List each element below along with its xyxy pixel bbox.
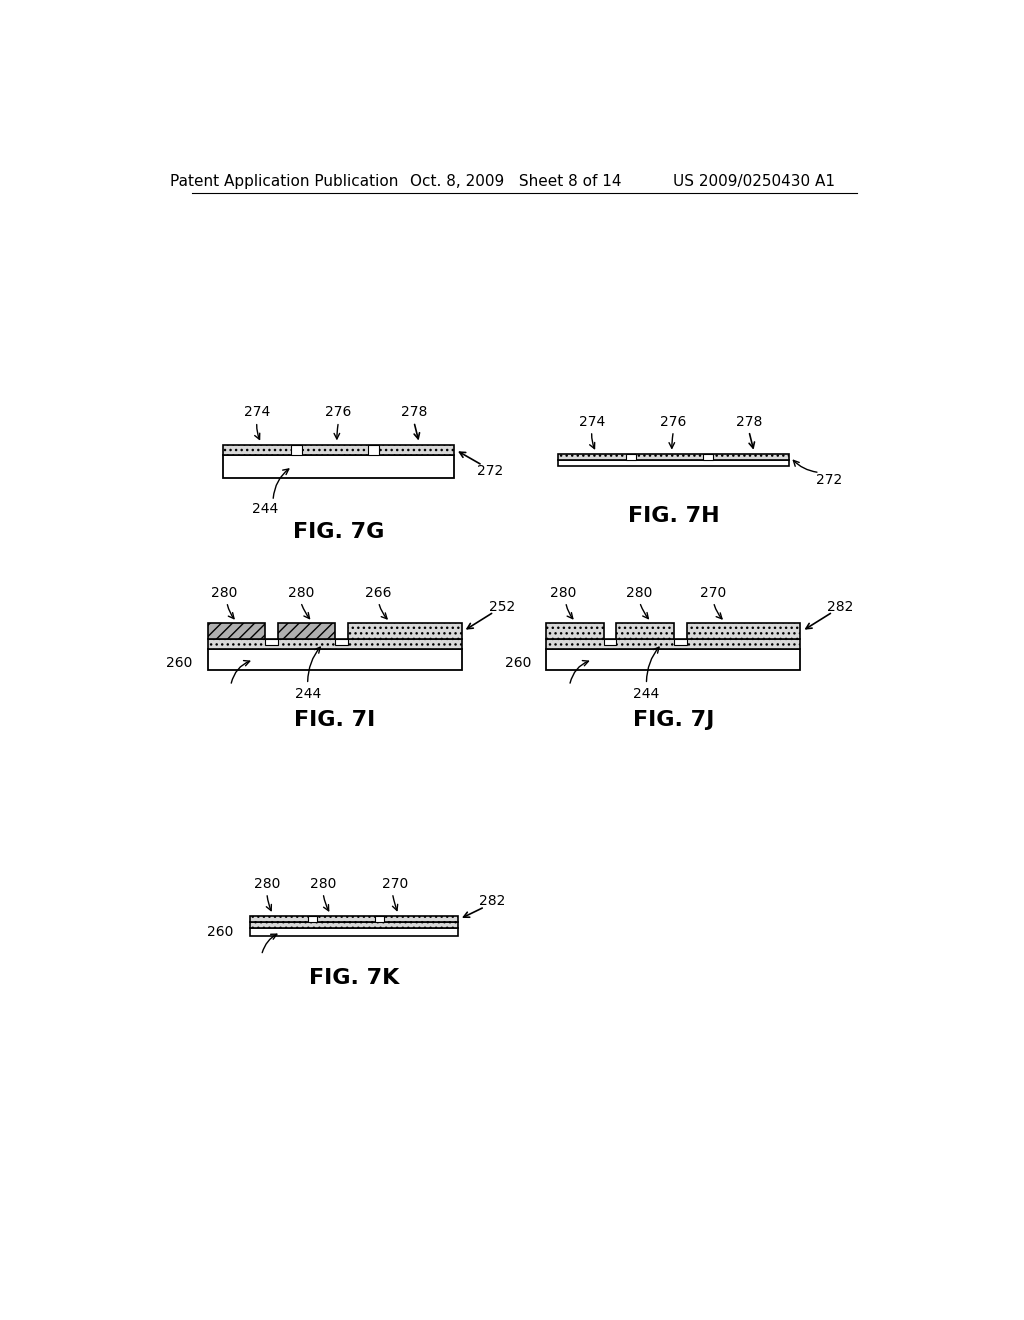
- Text: 270: 270: [700, 586, 727, 599]
- Bar: [278, 623, 336, 639]
- Bar: [375, 916, 384, 923]
- Bar: [265, 639, 278, 645]
- Text: 266: 266: [366, 586, 392, 599]
- Bar: [547, 623, 604, 639]
- Bar: [604, 639, 616, 645]
- Text: 280: 280: [550, 586, 577, 599]
- Bar: [208, 639, 462, 649]
- Bar: [368, 445, 379, 455]
- Text: 278: 278: [400, 405, 427, 420]
- Bar: [547, 639, 801, 649]
- Bar: [626, 454, 637, 461]
- Text: 260: 260: [166, 656, 193, 669]
- Text: 280: 280: [627, 586, 652, 599]
- Text: 260: 260: [207, 925, 233, 940]
- Bar: [208, 649, 462, 671]
- Text: 282: 282: [479, 894, 506, 908]
- Text: FIG. 7H: FIG. 7H: [628, 507, 719, 527]
- Text: Patent Application Publication: Patent Application Publication: [170, 174, 398, 189]
- Text: 272: 272: [816, 474, 842, 487]
- Text: FIG. 7K: FIG. 7K: [308, 969, 399, 989]
- Bar: [348, 623, 462, 639]
- Bar: [336, 639, 348, 645]
- Bar: [558, 461, 788, 466]
- Bar: [208, 623, 265, 639]
- Text: 244: 244: [633, 686, 659, 701]
- Bar: [547, 649, 801, 671]
- Text: 280: 280: [211, 586, 238, 599]
- Text: 260: 260: [505, 656, 531, 669]
- Text: 276: 276: [326, 405, 351, 420]
- Text: 282: 282: [827, 599, 854, 614]
- Text: 270: 270: [382, 876, 408, 891]
- Bar: [223, 455, 454, 478]
- Bar: [250, 923, 458, 928]
- Text: Oct. 8, 2009   Sheet 8 of 14: Oct. 8, 2009 Sheet 8 of 14: [410, 174, 622, 189]
- Bar: [250, 916, 458, 923]
- Text: 274: 274: [579, 414, 605, 429]
- Bar: [250, 928, 458, 936]
- Text: FIG. 7G: FIG. 7G: [293, 521, 384, 541]
- Text: 252: 252: [488, 599, 515, 614]
- Text: 274: 274: [244, 405, 270, 420]
- Text: FIG. 7I: FIG. 7I: [294, 710, 375, 730]
- Text: 276: 276: [660, 414, 687, 429]
- Bar: [616, 623, 674, 639]
- Bar: [702, 454, 714, 461]
- Text: FIG. 7J: FIG. 7J: [633, 710, 714, 730]
- Text: 280: 280: [288, 586, 314, 599]
- Bar: [674, 639, 686, 645]
- Text: 280: 280: [310, 876, 336, 891]
- Text: 244: 244: [295, 686, 321, 701]
- Text: 272: 272: [477, 465, 503, 478]
- Bar: [307, 916, 316, 923]
- Text: 278: 278: [735, 414, 762, 429]
- Bar: [291, 445, 301, 455]
- Bar: [558, 454, 788, 461]
- Text: US 2009/0250430 A1: US 2009/0250430 A1: [673, 174, 836, 189]
- Text: 244: 244: [252, 502, 279, 516]
- Text: 280: 280: [254, 876, 280, 891]
- Bar: [223, 445, 454, 455]
- Bar: [686, 623, 801, 639]
